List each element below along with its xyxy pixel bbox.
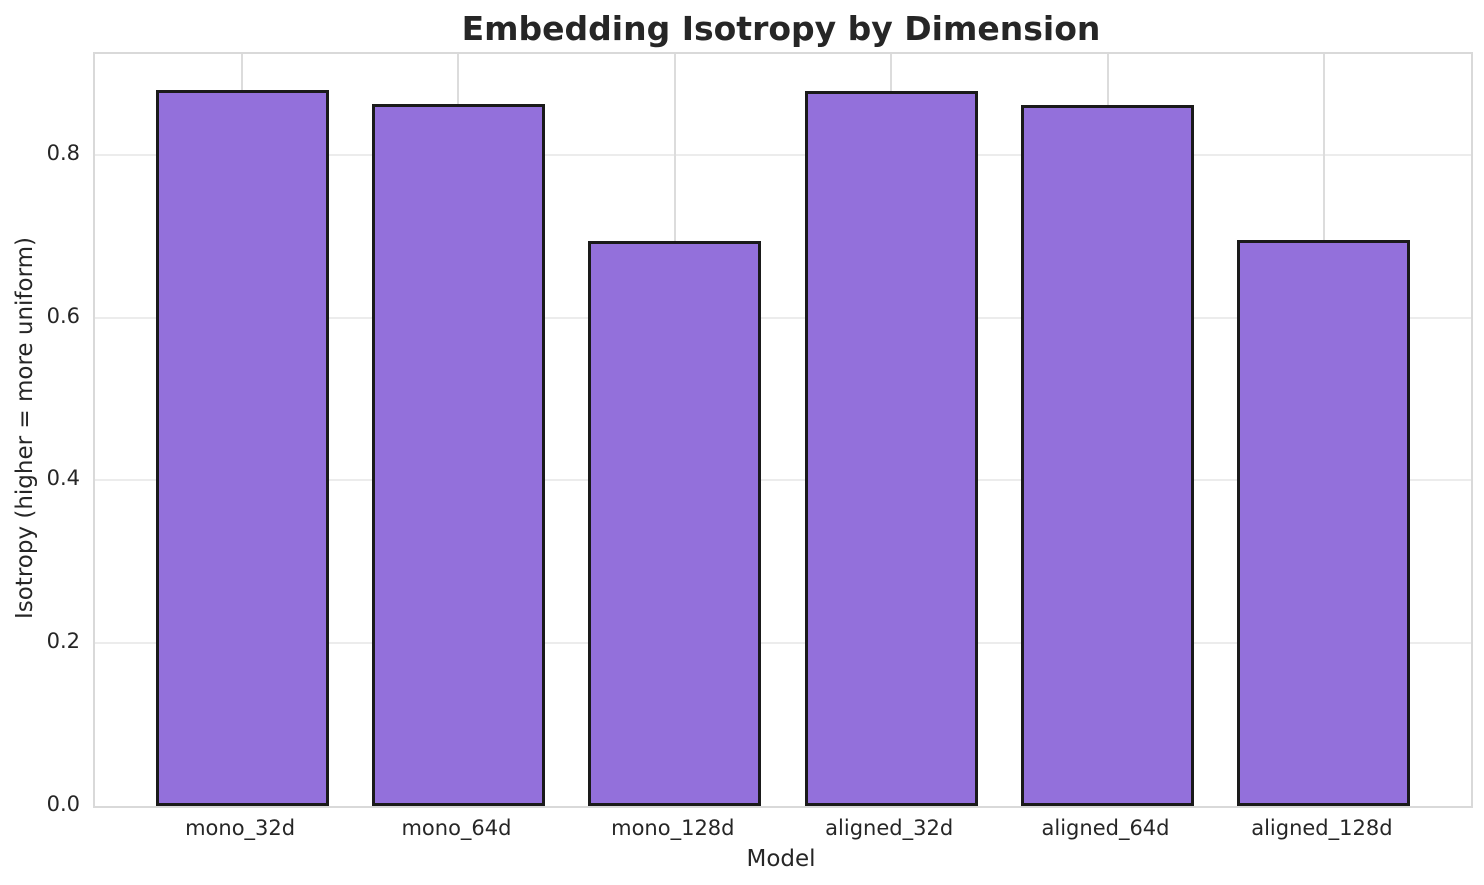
y-tick-label: 0.8 — [46, 140, 80, 165]
bar-aligned_128d — [1237, 240, 1411, 806]
x-tick-label-mono_32d: mono_32d — [185, 816, 296, 840]
x-tick-label-mono_128d: mono_128d — [611, 816, 735, 840]
y-axis-label: Isotropy (higher = more uniform) — [12, 236, 38, 620]
bar-mono_32d — [155, 89, 329, 806]
gridline-horizontal — [95, 479, 1471, 482]
x-tick-label-aligned_64d: aligned_64d — [1041, 816, 1170, 840]
y-tick-label: 0.0 — [46, 792, 80, 816]
bar-mono_128d — [588, 241, 762, 806]
x-tick-label-aligned_128d: aligned_128d — [1251, 816, 1393, 840]
bar-aligned_64d — [1020, 105, 1195, 806]
gridline-horizontal — [95, 642, 1471, 645]
y-tick-label: 0.4 — [46, 466, 80, 491]
gridline-horizontal — [95, 153, 1471, 156]
plot-area — [93, 52, 1473, 808]
chart-title: Embedding Isotropy by Dimension — [461, 9, 1101, 48]
x-tick-label-mono_64d: mono_64d — [401, 816, 512, 840]
y-tick-label: 0.6 — [46, 303, 80, 328]
bar-mono_64d — [371, 103, 545, 806]
y-tick-label: 0.2 — [46, 629, 80, 654]
x-tick-label-aligned_32d: aligned_32d — [825, 816, 954, 840]
bar-aligned_32d — [804, 90, 978, 806]
gridline-horizontal — [95, 316, 1471, 319]
x-axis-label: Model — [746, 846, 816, 872]
